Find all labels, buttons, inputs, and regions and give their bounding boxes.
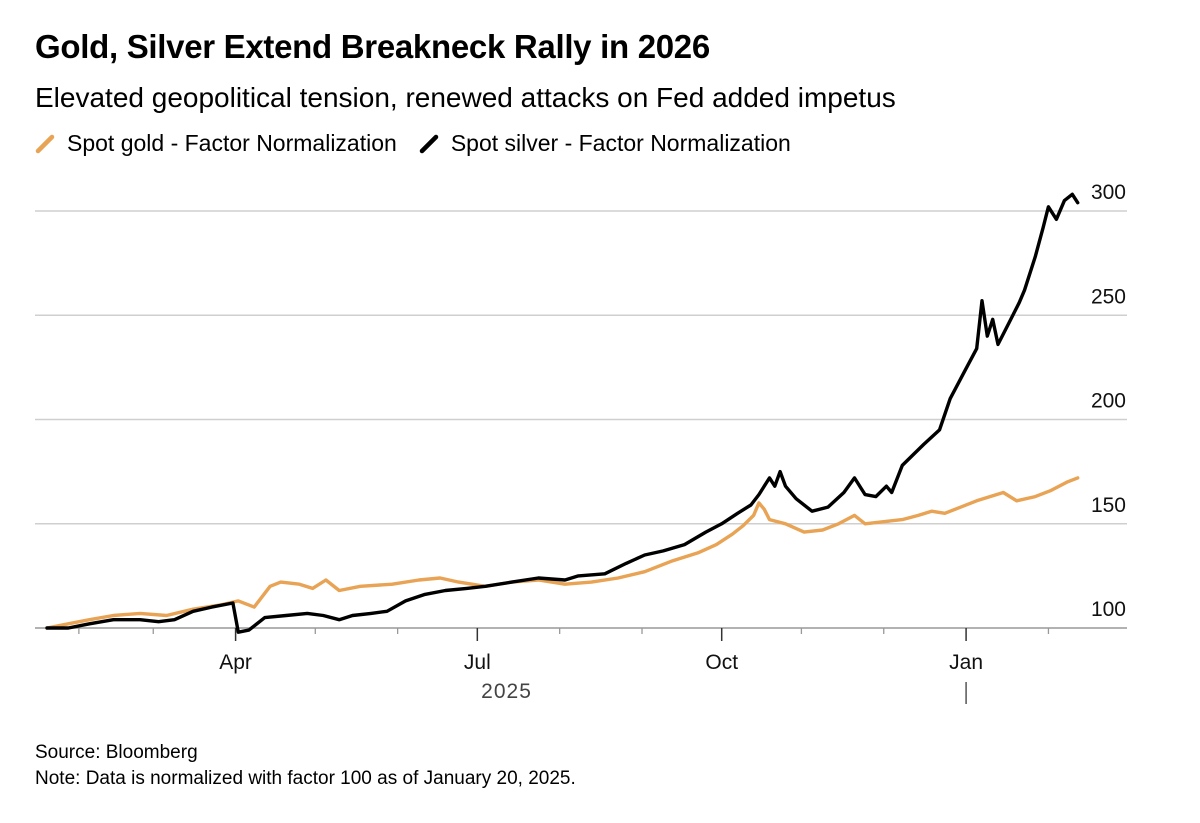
y-tick-label-300: 300 bbox=[1091, 181, 1126, 204]
chart-title: Gold, Silver Extend Breakneck Rally in 2… bbox=[35, 28, 710, 65]
data-note: Note: Data is normalized with factor 100… bbox=[35, 768, 576, 789]
gold-line-icon bbox=[35, 134, 55, 153]
y-tick-label-150: 150 bbox=[1091, 494, 1126, 517]
legend-item-silver: Spot silver - Factor Normalization bbox=[419, 130, 791, 157]
series-line-silver bbox=[45, 192, 1080, 634]
legend: Spot gold - Factor Normalization Spot si… bbox=[35, 130, 791, 157]
x-tick-label-jul: Jul bbox=[464, 651, 491, 674]
x-tick-label-apr: Apr bbox=[219, 651, 252, 674]
x-tick-label-jan: Jan bbox=[949, 651, 983, 674]
chart-subtitle: Elevated geopolitical tension, renewed a… bbox=[35, 82, 896, 113]
label-layer: 100 150 200 250 300 Apr Jul Oct Jan 2025 bbox=[219, 181, 1126, 703]
series-line-gold bbox=[45, 476, 1080, 630]
y-tick-label-250: 250 bbox=[1091, 285, 1126, 308]
series-layer bbox=[45, 192, 1080, 634]
legend-item-gold: Spot gold - Factor Normalization bbox=[35, 130, 397, 157]
y-tick-label-200: 200 bbox=[1091, 390, 1126, 413]
x-year-label: 2025 bbox=[481, 680, 532, 703]
silver-line-icon bbox=[419, 134, 439, 153]
axis-layer bbox=[35, 627, 1127, 704]
source-note: Source: Bloomberg bbox=[35, 742, 198, 763]
x-tick-label-oct: Oct bbox=[705, 651, 738, 674]
grid-layer bbox=[35, 210, 1127, 525]
legend-label-silver: Spot silver - Factor Normalization bbox=[450, 130, 791, 156]
y-tick-label-100: 100 bbox=[1091, 598, 1126, 621]
legend-label-gold: Spot gold - Factor Normalization bbox=[67, 130, 397, 156]
